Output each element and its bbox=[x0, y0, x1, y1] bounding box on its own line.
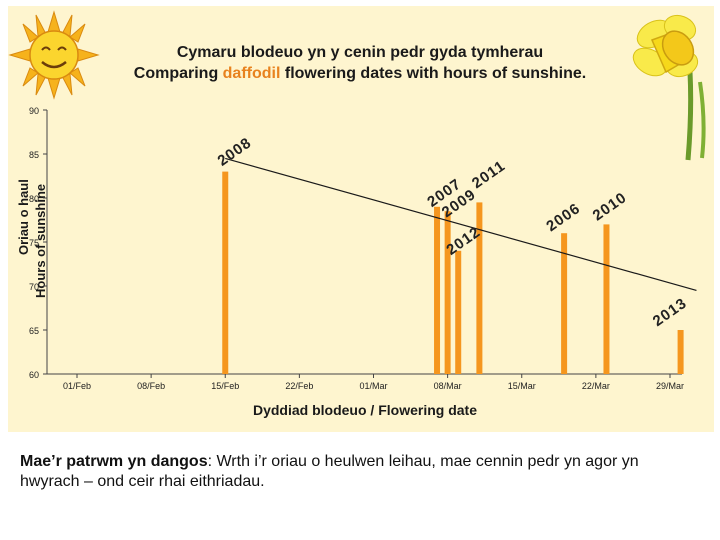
chart-title-english: Comparing daffodil flowering dates with … bbox=[0, 65, 720, 83]
year-label-2010: 2010 bbox=[590, 189, 630, 224]
bar-2013 bbox=[677, 330, 684, 374]
x-tick-label: 15/Mar bbox=[508, 381, 536, 391]
year-label-2013: 2013 bbox=[650, 295, 690, 330]
title-english-before: Comparing bbox=[133, 65, 223, 82]
x-tick-label: 01/Feb bbox=[63, 381, 91, 391]
bar-2008 bbox=[222, 171, 229, 374]
caption-rest: : Wrth i’r oriau o heulwen leihau, mae c… bbox=[20, 453, 639, 490]
x-tick-label: 01/Mar bbox=[359, 381, 387, 391]
caption-bold: Mae’r patrwm yn dangos bbox=[20, 453, 208, 470]
year-label-2011: 2011 bbox=[469, 157, 509, 192]
year-label-2008: 2008 bbox=[214, 134, 254, 169]
caption: Mae’r patrwm yn dangos: Wrth i’r oriau o… bbox=[20, 452, 700, 492]
daffodil-icon bbox=[632, 14, 706, 161]
bar-2009 bbox=[444, 211, 451, 374]
y-tick-label: 60 bbox=[29, 370, 39, 380]
bar-2011 bbox=[476, 202, 483, 374]
x-tick-label: 08/Feb bbox=[137, 381, 165, 391]
bar-2010 bbox=[603, 224, 610, 374]
chart-title-welsh: Cymaru blodeuo yn y cenin pedr gyda tymh… bbox=[176, 44, 544, 61]
x-tick-label: 08/Mar bbox=[434, 381, 462, 391]
y-tick-label: 90 bbox=[29, 106, 39, 116]
y-tick-label: 80 bbox=[29, 194, 39, 204]
trendline bbox=[225, 157, 697, 291]
bar-2012 bbox=[455, 250, 462, 374]
y-tick-label: 75 bbox=[29, 238, 39, 248]
year-label-2006: 2006 bbox=[543, 200, 583, 235]
title-english-after: flowering dates with hours of sunshine. bbox=[280, 65, 587, 82]
title-english-highlight: daffodil bbox=[222, 65, 281, 82]
y-tick-label: 85 bbox=[29, 150, 39, 160]
y-tick-label: 65 bbox=[29, 326, 39, 336]
x-tick-label: 22/Mar bbox=[582, 381, 610, 391]
chart-background bbox=[8, 6, 714, 432]
bar-2007 bbox=[434, 206, 441, 374]
y-tick-label: 70 bbox=[29, 282, 39, 292]
bar-chart: 60 65 70 75 80 85 90 01/Feb 08/Feb 15/Feb 22/Feb 01… bbox=[29, 106, 697, 391]
bar-2006 bbox=[561, 233, 568, 374]
x-tick-label: 15/Feb bbox=[211, 381, 239, 391]
x-tick-label: 29/Mar bbox=[656, 381, 684, 391]
x-tick-label: 22/Feb bbox=[285, 381, 313, 391]
x-axis-label: Dyddiad blodeuo / Flowering date bbox=[252, 402, 477, 418]
sun-icon bbox=[8, 10, 100, 100]
